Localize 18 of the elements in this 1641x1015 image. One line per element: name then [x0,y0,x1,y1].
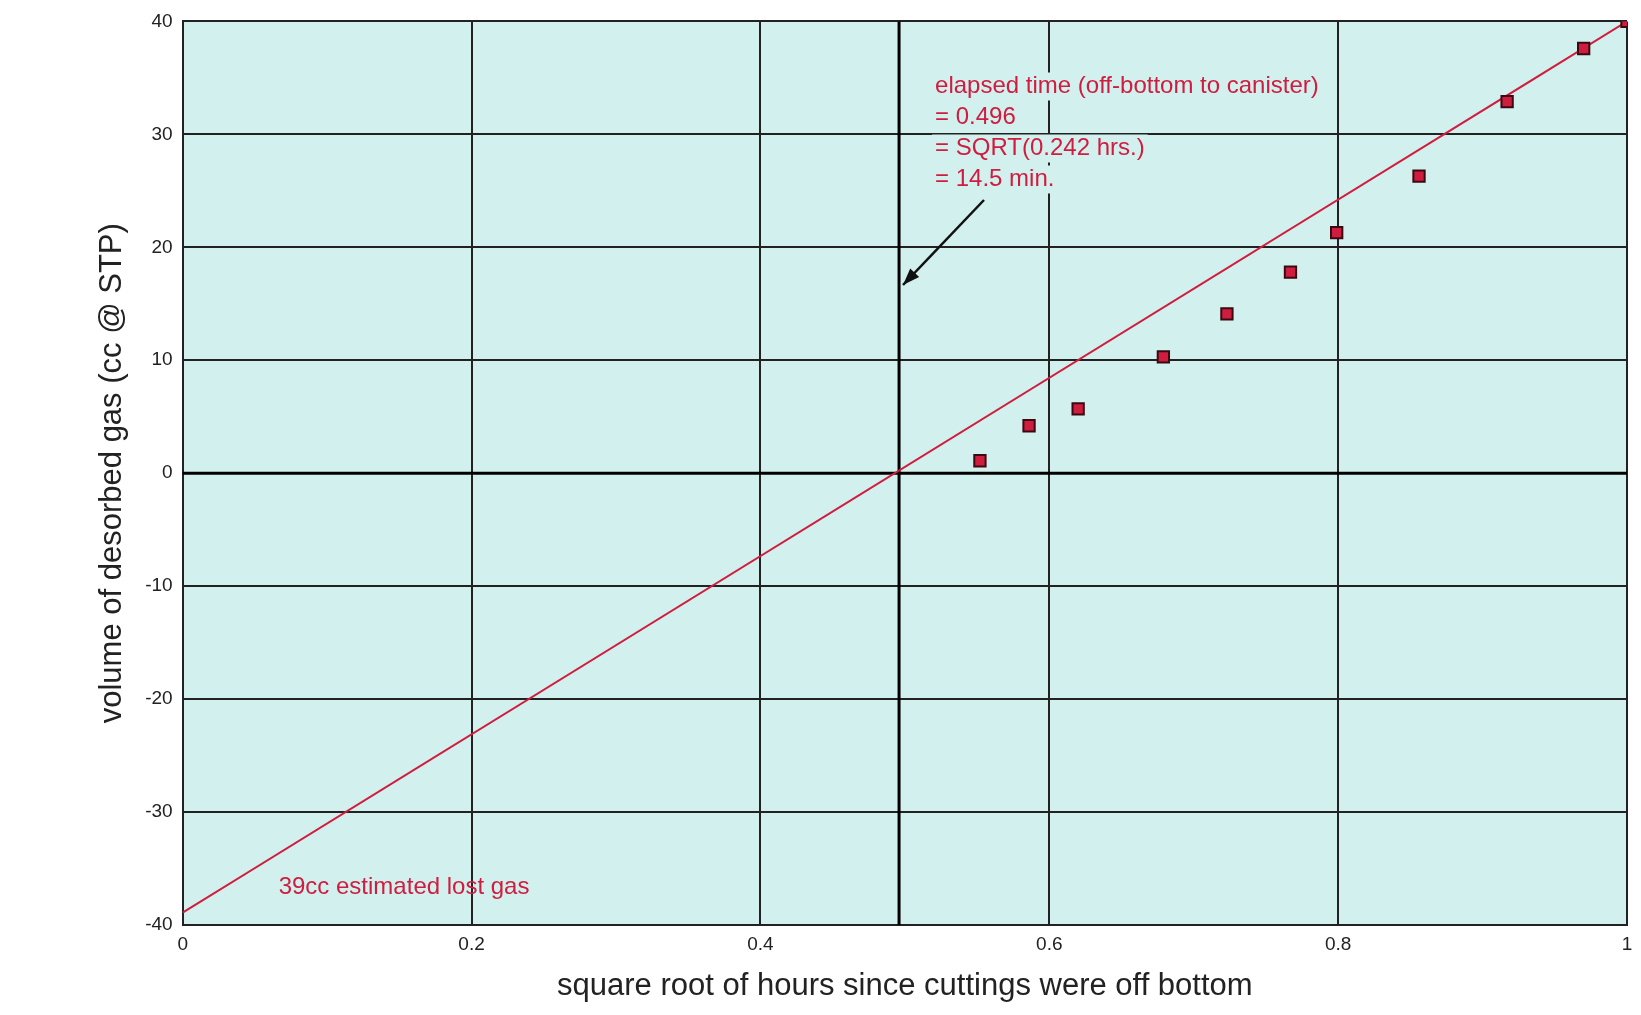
x-tick-label: 0.4 [747,932,775,954]
y-tick-label: -20 [145,687,173,709]
ref-line-label: elapsed time (off-bottom to canister) = 0.496 = SQRT(0.242 hrs.) = 14.5 min. [935,71,1319,192]
y-tick-label: 10 [151,348,173,370]
y-tick-label: -40 [145,913,173,935]
x-tick-label: 0.6 [1036,932,1063,954]
x-tick-label: 0 [177,932,188,954]
y-tick-label: -30 [145,800,173,822]
y-tick-label: 0 [162,461,173,483]
x-tick-label: 0.8 [1324,932,1352,954]
y-tick-label: -10 [145,574,173,596]
y-tick-label: 40 [151,9,173,31]
x-axis-title: square root of hours since cuttings were off bottom [557,966,1253,1002]
x-tick-label: 0.2 [458,932,485,954]
x-tick-label: 1 [1621,932,1633,954]
y-tick-label: 30 [151,122,173,144]
y-axis-title: volume of desorbed gas (cc @ STP) [93,223,129,724]
y-tick-label: 20 [151,235,173,257]
